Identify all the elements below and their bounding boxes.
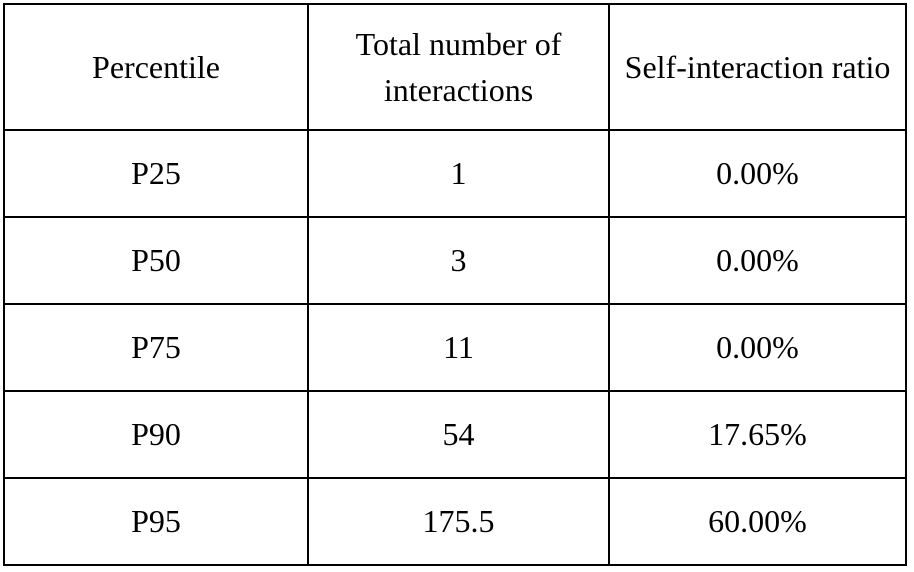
cell-percentile: P25	[3, 129, 309, 218]
header-self-interaction-ratio: Self-interaction ratio	[608, 3, 907, 131]
cell-total-interactions: 3	[307, 216, 610, 305]
header-percentile: Percentile	[3, 3, 309, 131]
table-row: P95 175.5 60.00%	[3, 477, 907, 566]
cell-percentile: P75	[3, 303, 309, 392]
percentile-statistics-table: Percentile Total number of interactions …	[3, 3, 907, 566]
cell-self-interaction-ratio: 60.00%	[608, 477, 907, 566]
cell-total-interactions: 1	[307, 129, 610, 218]
cell-total-interactions: 175.5	[307, 477, 610, 566]
table-row: P75 11 0.00%	[3, 303, 907, 392]
cell-self-interaction-ratio: 17.65%	[608, 390, 907, 479]
header-row: Percentile Total number of interactions …	[3, 3, 907, 131]
table-row: P25 1 0.00%	[3, 129, 907, 218]
cell-total-interactions: 54	[307, 390, 610, 479]
cell-self-interaction-ratio: 0.00%	[608, 129, 907, 218]
cell-total-interactions: 11	[307, 303, 610, 392]
cell-percentile: P95	[3, 477, 309, 566]
cell-percentile: P50	[3, 216, 309, 305]
cell-percentile: P90	[3, 390, 309, 479]
cell-self-interaction-ratio: 0.00%	[608, 303, 907, 392]
cell-self-interaction-ratio: 0.00%	[608, 216, 907, 305]
table-row: P50 3 0.00%	[3, 216, 907, 305]
header-total-interactions: Total number of interactions	[307, 3, 610, 131]
table-row: P90 54 17.65%	[3, 390, 907, 479]
